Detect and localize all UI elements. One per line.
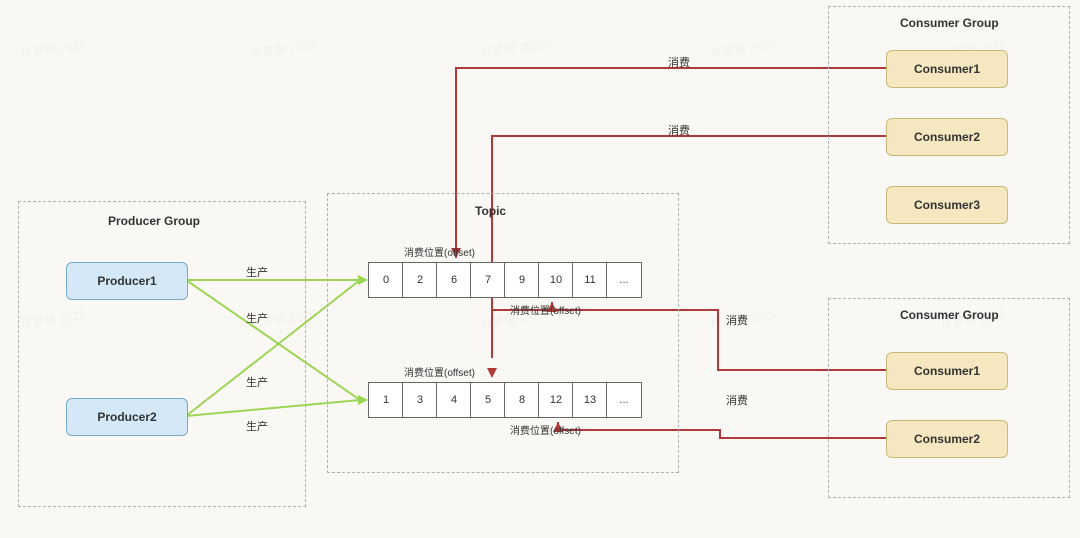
partition-cell: 11 [572, 262, 608, 298]
topicBox-title: Topic [475, 204, 506, 218]
consume-edge-label: 消费 [668, 122, 690, 138]
consumer-node: Consumer2 [886, 118, 1008, 156]
produce-edge-label: 生产 [246, 310, 268, 326]
partition-cell: 6 [436, 262, 472, 298]
consumerBox2-title: Consumer Group [900, 308, 999, 322]
offset-label: 消费位置(offset) [404, 364, 475, 379]
produce-edge-label: 生产 [246, 374, 268, 390]
partition-cell: 10 [538, 262, 574, 298]
consumerBox1-title: Consumer Group [900, 16, 999, 30]
consumer-node: Consumer2 [886, 420, 1008, 458]
partition-cell: 13 [572, 382, 608, 418]
partition-cell: 8 [504, 382, 540, 418]
producer-node: Producer1 [66, 262, 188, 300]
offset-label: 消费位置(offset) [510, 302, 581, 317]
partition-cell: 3 [402, 382, 438, 418]
partition-cell: ... [606, 262, 642, 298]
partition-cell: 12 [538, 382, 574, 418]
consumer-node: Consumer3 [886, 186, 1008, 224]
consume-edge-label: 消费 [726, 312, 748, 328]
consumer-node: Consumer1 [886, 50, 1008, 88]
partition-cell: 7 [470, 262, 506, 298]
offset-label: 消费位置(offset) [510, 422, 581, 437]
topicBox [327, 193, 679, 473]
partition-cell: 5 [470, 382, 506, 418]
producer-node: Producer2 [66, 398, 188, 436]
consume-edge-label: 消费 [726, 392, 748, 408]
consume-edge-label: 消费 [668, 54, 690, 70]
partition-cell: 4 [436, 382, 472, 418]
offset-label: 消费位置(offset) [404, 244, 475, 259]
partition-cell: 0 [368, 262, 404, 298]
partition-cell: 1 [368, 382, 404, 418]
producerBox-title: Producer Group [108, 214, 200, 228]
partition-cell: 9 [504, 262, 540, 298]
consumerBox2 [828, 298, 1070, 498]
producerBox [18, 201, 306, 507]
partition-cell: 2 [402, 262, 438, 298]
consumer-node: Consumer1 [886, 352, 1008, 390]
produce-edge-label: 生产 [246, 418, 268, 434]
produce-edge-label: 生产 [246, 264, 268, 280]
partition-cell: ... [606, 382, 642, 418]
